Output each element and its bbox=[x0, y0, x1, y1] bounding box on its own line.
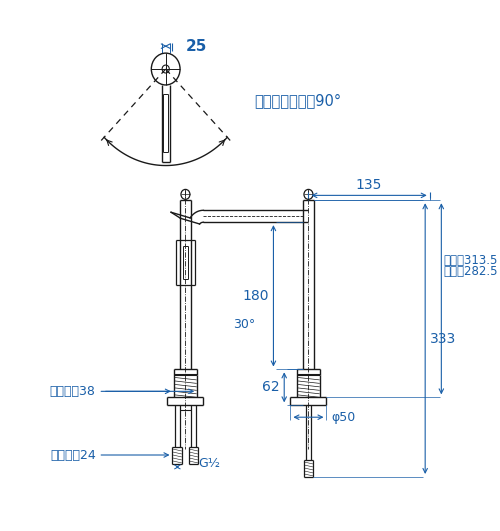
Text: 止汏時282.5: 止汏時282.5 bbox=[443, 266, 498, 278]
Text: 六觓対邂24: 六觓対邂24 bbox=[50, 449, 96, 461]
Text: ハンドル回転觓90°: ハンドル回転觓90° bbox=[254, 93, 342, 108]
Text: 135: 135 bbox=[356, 178, 382, 192]
Text: G½: G½ bbox=[198, 457, 220, 470]
Text: 180: 180 bbox=[242, 289, 269, 303]
Text: 333: 333 bbox=[430, 332, 456, 346]
Text: 62: 62 bbox=[262, 380, 280, 395]
Text: 六觓対邂38: 六觓対邂38 bbox=[50, 385, 96, 398]
Text: φ50: φ50 bbox=[331, 410, 355, 424]
Text: 25: 25 bbox=[186, 39, 208, 54]
Text: 全開時313.5: 全開時313.5 bbox=[443, 253, 498, 267]
Text: 30°: 30° bbox=[233, 318, 256, 331]
